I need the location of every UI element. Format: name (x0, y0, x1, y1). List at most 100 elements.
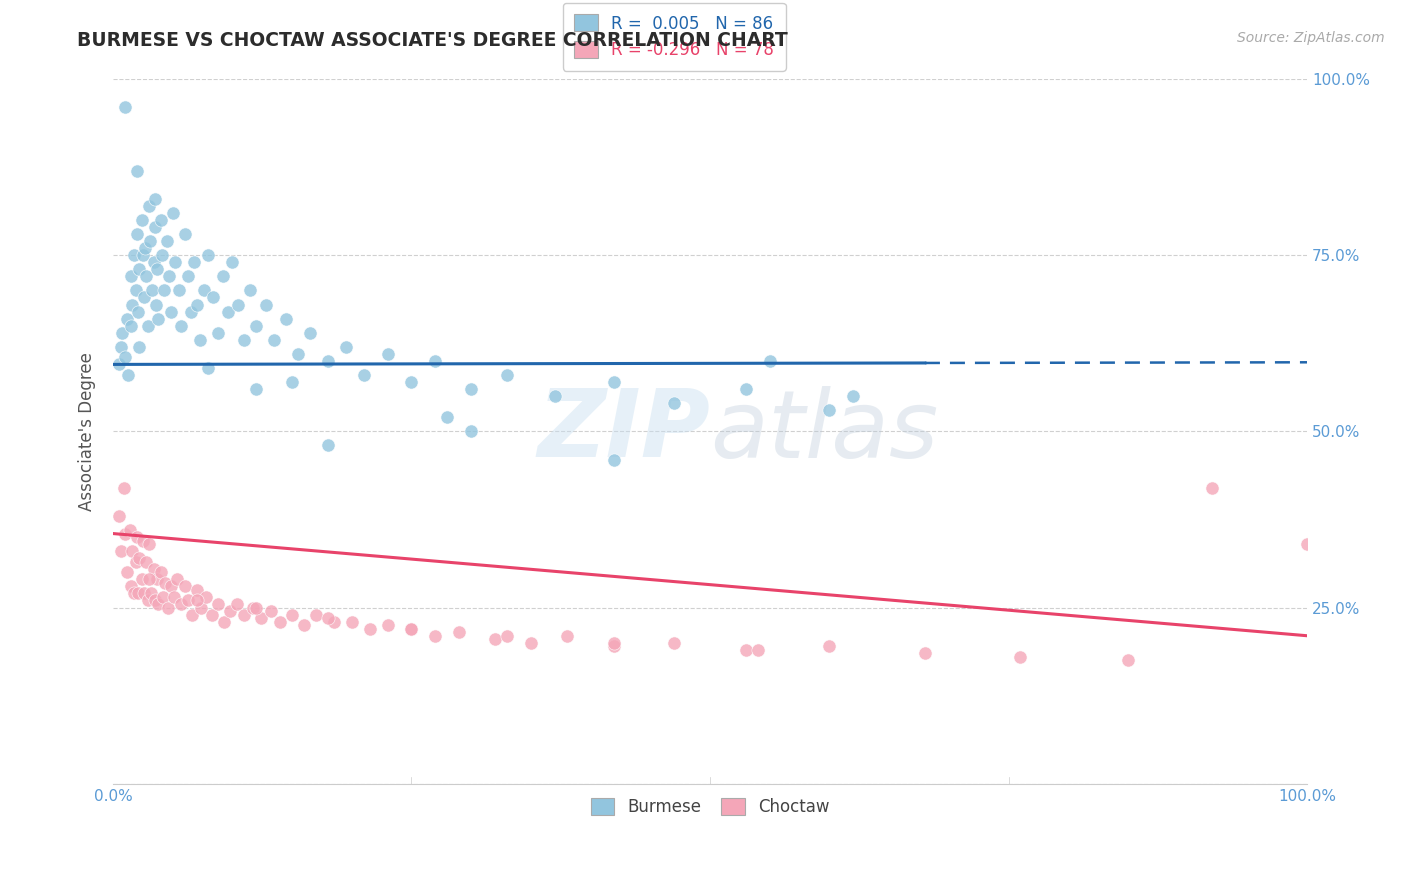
Point (146, 573, 169, 587)
Point (177, 593, 200, 607)
Point (202, 290, 225, 304)
Point (242, 600, 264, 615)
Point (177, 269, 200, 284)
Point (401, 622, 423, 636)
Point (818, 403, 841, 417)
Point (436, 410, 458, 425)
Point (544, 389, 567, 403)
Point (603, 375, 626, 389)
Point (662, 396, 685, 410)
Point (425, 629, 447, 643)
Point (114, 351, 136, 365)
Point (149, 213, 172, 227)
Point (146, 262, 169, 277)
Point (138, 199, 160, 213)
Point (219, 604, 242, 618)
Point (842, 389, 865, 403)
Point (132, 533, 155, 548)
Point (124, 586, 146, 600)
Point (186, 593, 208, 607)
Point (149, 566, 172, 580)
Point (156, 234, 179, 248)
Point (148, 597, 170, 611)
Point (117, 368, 139, 382)
Point (226, 597, 249, 611)
Point (124, 248, 146, 262)
Point (322, 615, 344, 629)
Point (292, 618, 315, 632)
Point (135, 269, 157, 284)
Point (143, 192, 166, 206)
Point (139, 234, 162, 248)
Point (250, 611, 273, 625)
Point (128, 551, 150, 566)
Point (136, 318, 159, 333)
Point (142, 255, 165, 269)
Point (316, 611, 339, 625)
Point (401, 375, 423, 389)
Point (201, 607, 224, 622)
Point (167, 284, 190, 298)
Point (170, 597, 193, 611)
Point (1201, 481, 1223, 495)
Point (114, 100, 136, 114)
Point (353, 368, 375, 382)
Point (120, 579, 142, 593)
Point (114, 526, 136, 541)
Text: Source: ZipAtlas.com: Source: ZipAtlas.com (1237, 31, 1385, 45)
Point (121, 544, 143, 558)
Point (143, 219, 166, 234)
Point (117, 311, 139, 326)
Point (110, 340, 132, 354)
Point (496, 368, 519, 382)
Point (145, 297, 167, 311)
Point (163, 255, 186, 269)
Point (316, 354, 339, 368)
Point (298, 326, 321, 340)
Point (135, 555, 157, 569)
Point (425, 354, 447, 368)
Point (377, 618, 399, 632)
Point (603, 640, 626, 654)
Point (148, 311, 170, 326)
Point (734, 382, 756, 396)
Point (163, 590, 186, 604)
Point (112, 481, 135, 495)
Point (555, 629, 578, 643)
Point (121, 297, 143, 311)
Point (281, 375, 304, 389)
Point (142, 562, 165, 576)
Point (254, 297, 277, 311)
Point (180, 607, 202, 622)
Point (359, 622, 381, 636)
Point (143, 593, 166, 607)
Point (120, 318, 142, 333)
Point (186, 297, 208, 311)
Point (160, 304, 183, 318)
Point (401, 622, 423, 636)
Point (460, 425, 482, 439)
Point (914, 646, 936, 660)
Point (150, 248, 173, 262)
Point (335, 340, 357, 354)
Legend: Burmese, Choctaw: Burmese, Choctaw (582, 790, 838, 825)
Point (132, 586, 155, 600)
Point (155, 575, 177, 590)
Point (207, 326, 229, 340)
Point (269, 615, 291, 629)
Point (520, 636, 543, 650)
Point (603, 636, 626, 650)
Point (110, 544, 132, 558)
Point (120, 269, 142, 284)
Point (127, 304, 149, 318)
Point (818, 640, 841, 654)
Point (131, 573, 153, 587)
Point (195, 590, 218, 604)
Point (141, 586, 163, 600)
Point (747, 643, 769, 657)
Point (263, 333, 285, 347)
Text: BURMESE VS CHOCTAW ASSOCIATE'S DEGREE CORRELATION CHART: BURMESE VS CHOCTAW ASSOCIATE'S DEGREE CO… (77, 31, 789, 50)
Point (125, 530, 148, 544)
Point (157, 269, 180, 284)
Point (128, 262, 150, 277)
